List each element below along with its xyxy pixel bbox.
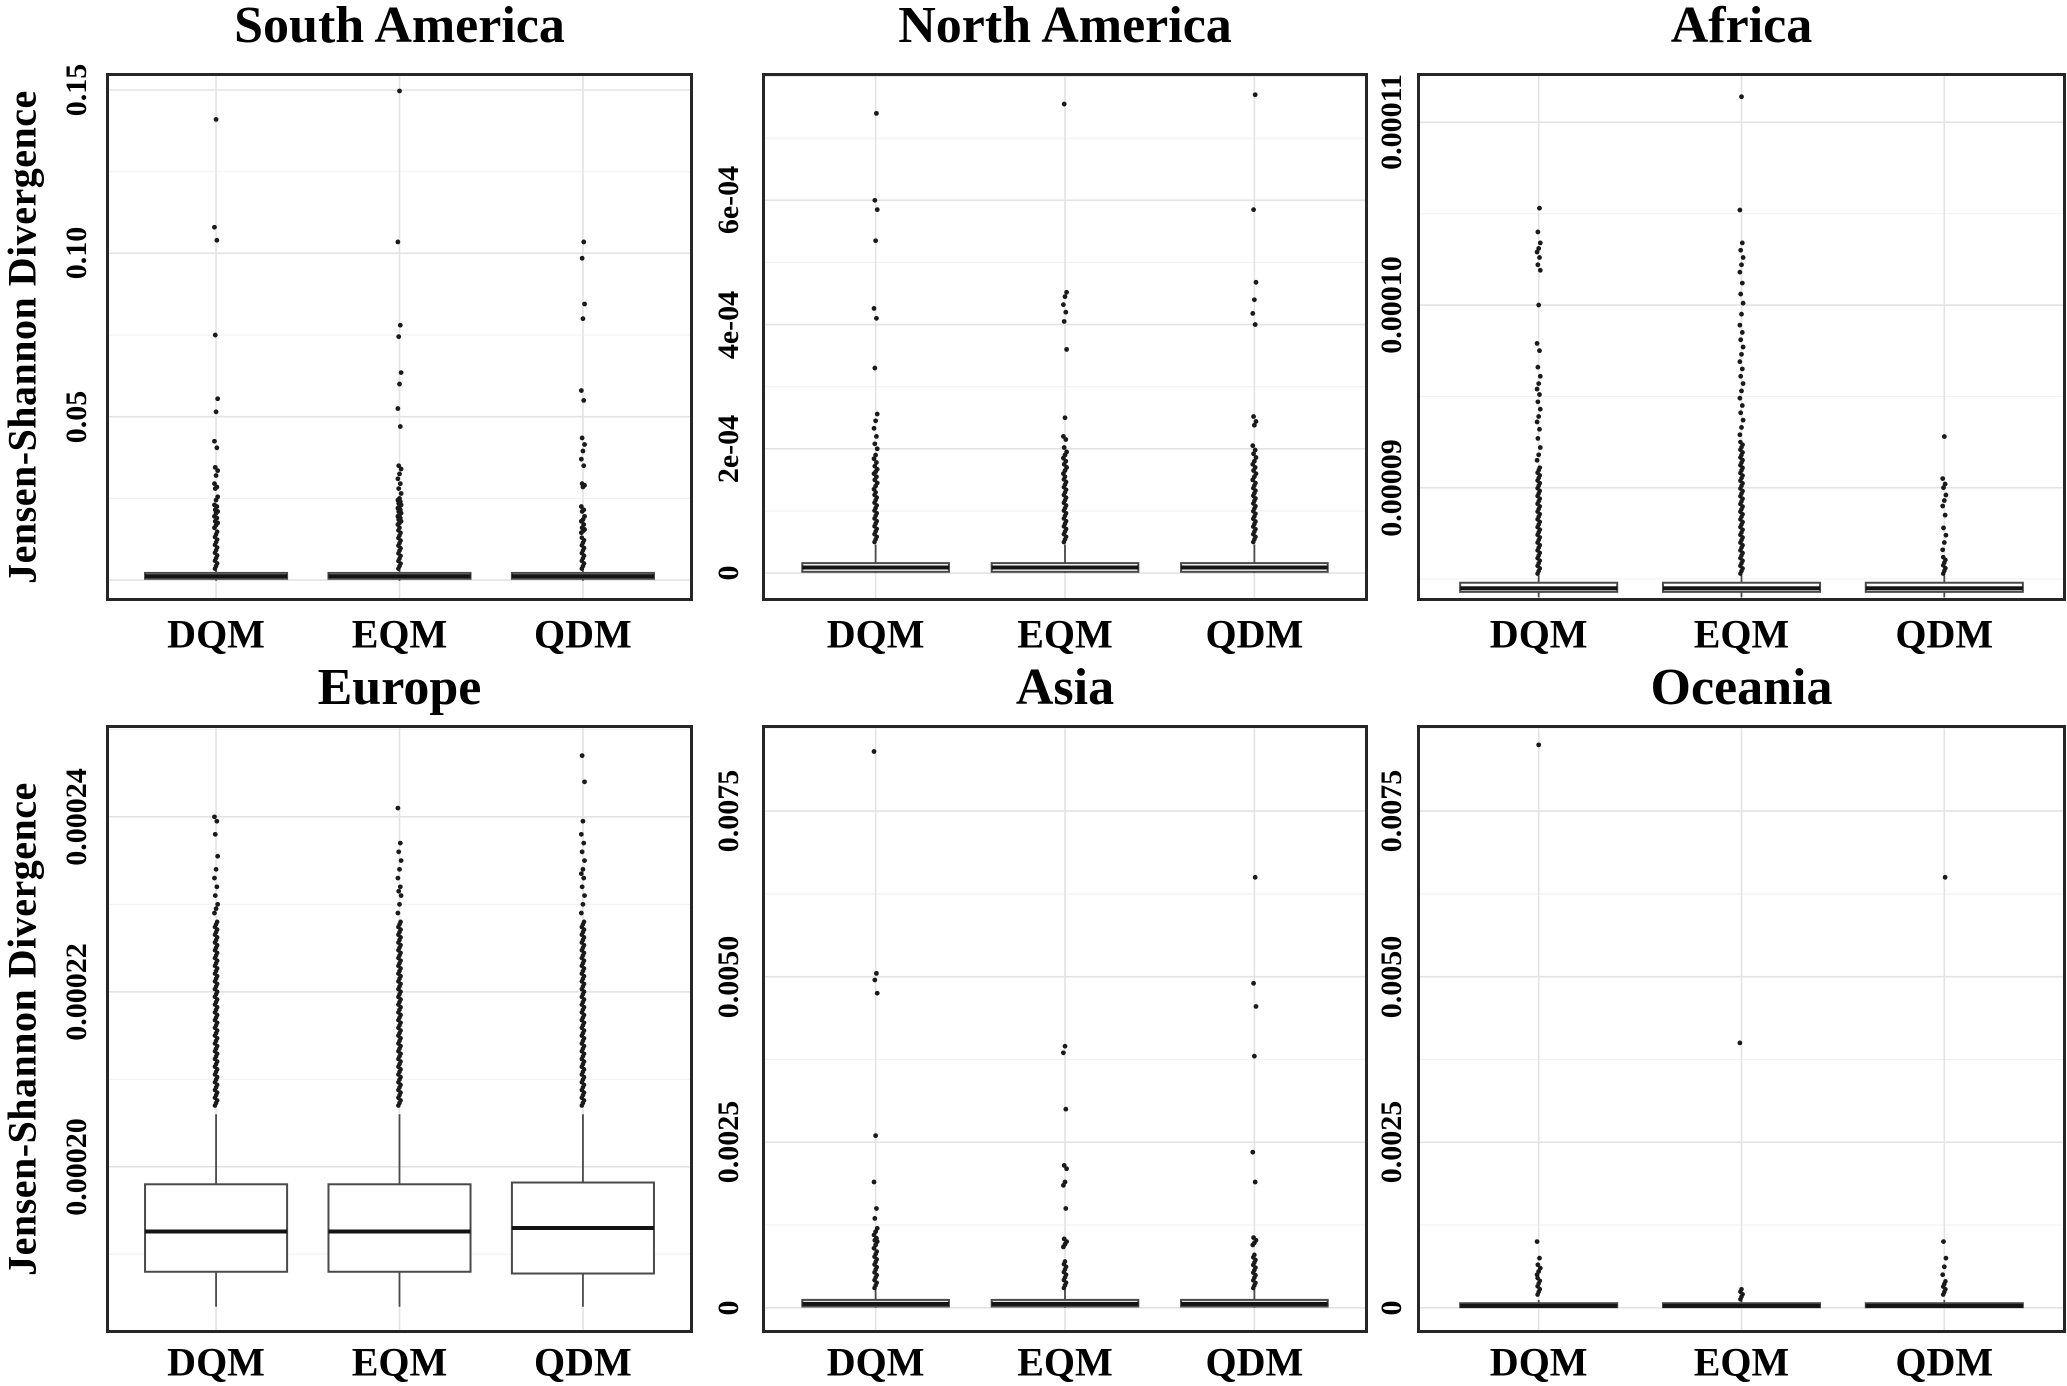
y-tick-label: 0 xyxy=(712,565,745,581)
y-tick-label: 0.0075 xyxy=(712,769,745,853)
x-category-label-dqm: DQM xyxy=(167,1339,265,1385)
x-category-label-eqm: EQM xyxy=(1017,611,1113,657)
boxplot-south-america-eqm xyxy=(327,88,472,581)
y-tick-label: 0.00022 xyxy=(60,943,93,1041)
y-tick-label: 0.0075 xyxy=(1375,769,1408,853)
plot-area-oceania xyxy=(1417,725,2066,1333)
plot-area-asia xyxy=(762,725,1368,1333)
y-tick-label: 0.0025 xyxy=(1375,1101,1408,1184)
y-tick-label: 0.15 xyxy=(60,63,93,117)
x-category-label-qdm: QDM xyxy=(534,611,632,657)
x-category-label-dqm: DQM xyxy=(826,611,925,657)
y-axis-label: Jensen-Shannon Divergence xyxy=(0,90,45,584)
x-category-label-dqm: DQM xyxy=(167,611,265,657)
x-category-label-qdm: QDM xyxy=(1205,1339,1304,1385)
panel-title-europe: Europe xyxy=(317,659,482,716)
boxplot-europe-eqm xyxy=(327,805,472,1307)
boxplot-south-america-qdm xyxy=(510,239,655,581)
y-tick-label: 2e-04 xyxy=(712,414,745,483)
y-tick-label: 0.00024 xyxy=(60,768,93,866)
y-tick-label: 0.10 xyxy=(60,227,93,280)
y-tick-label: 0 xyxy=(1375,1300,1408,1316)
y-tick-label: 6e-04 xyxy=(712,166,745,235)
boxplot-europe-qdm xyxy=(510,753,655,1307)
boxplot-oceania-eqm xyxy=(1661,1040,1822,1309)
y-tick-label: 0.00010 xyxy=(1375,256,1408,354)
boxplot-north-america-dqm xyxy=(801,110,950,574)
boxplot-asia-dqm xyxy=(801,749,950,1308)
boxplot-oceania-qdm xyxy=(1864,874,2024,1309)
panel-title-south-america: South America xyxy=(234,0,565,54)
y-tick-label: 0.0025 xyxy=(712,1101,745,1184)
y-tick-label: 0.0050 xyxy=(712,935,745,1018)
boxplot-oceania-dqm xyxy=(1459,742,1619,1309)
y-tick-label: 0.00011 xyxy=(1375,74,1408,171)
x-category-label-eqm: EQM xyxy=(351,611,448,657)
boxplot-africa-dqm xyxy=(1459,205,1619,598)
panel-title-africa: Africa xyxy=(1670,0,1813,54)
boxplot-asia-qdm xyxy=(1180,874,1329,1308)
x-category-label-eqm: EQM xyxy=(1017,1339,1113,1385)
boxplot-asia-eqm xyxy=(990,1043,1140,1308)
boxplot-europe-dqm xyxy=(144,814,289,1307)
x-category-label-dqm: DQM xyxy=(826,1339,925,1385)
plot-area-europe xyxy=(106,725,693,1333)
y-tick-label: 0.00020 xyxy=(60,1118,93,1216)
boxplot-africa-eqm xyxy=(1661,94,1822,598)
boxplot-north-america-qdm xyxy=(1180,92,1329,574)
x-category-label-qdm: QDM xyxy=(534,1339,632,1385)
boxplot-north-america-eqm xyxy=(990,101,1140,574)
y-tick-label: 0.05 xyxy=(60,390,93,443)
panel-title-north-america: North America xyxy=(898,0,1232,54)
x-category-label-dqm: DQM xyxy=(1489,1339,1588,1385)
x-category-label-eqm: EQM xyxy=(351,1339,448,1385)
x-category-label-eqm: EQM xyxy=(1693,611,1790,657)
plot-area-south-america xyxy=(106,73,693,601)
x-category-label-eqm: EQM xyxy=(1693,1339,1790,1385)
panel-title-asia: Asia xyxy=(1015,659,1115,716)
y-tick-label: 0 xyxy=(712,1300,745,1316)
x-category-label-dqm: DQM xyxy=(1489,611,1588,657)
y-tick-label: 0.0050 xyxy=(1375,935,1408,1018)
plot-area-africa xyxy=(1417,73,2066,601)
x-category-label-qdm: QDM xyxy=(1895,1339,1994,1385)
y-tick-label: 4e-04 xyxy=(712,290,745,359)
boxplot-africa-qdm xyxy=(1864,434,2024,598)
plot-area-north-america xyxy=(762,73,1368,601)
panel-title-oceania: Oceania xyxy=(1650,659,1833,716)
x-category-label-qdm: QDM xyxy=(1895,611,1994,657)
boxplot-south-america-dqm xyxy=(144,116,289,581)
x-category-label-qdm: QDM xyxy=(1205,611,1304,657)
y-axis-label: Jensen-Shannon Divergence xyxy=(0,782,45,1276)
y-tick-label: 0.00009 xyxy=(1375,438,1408,537)
